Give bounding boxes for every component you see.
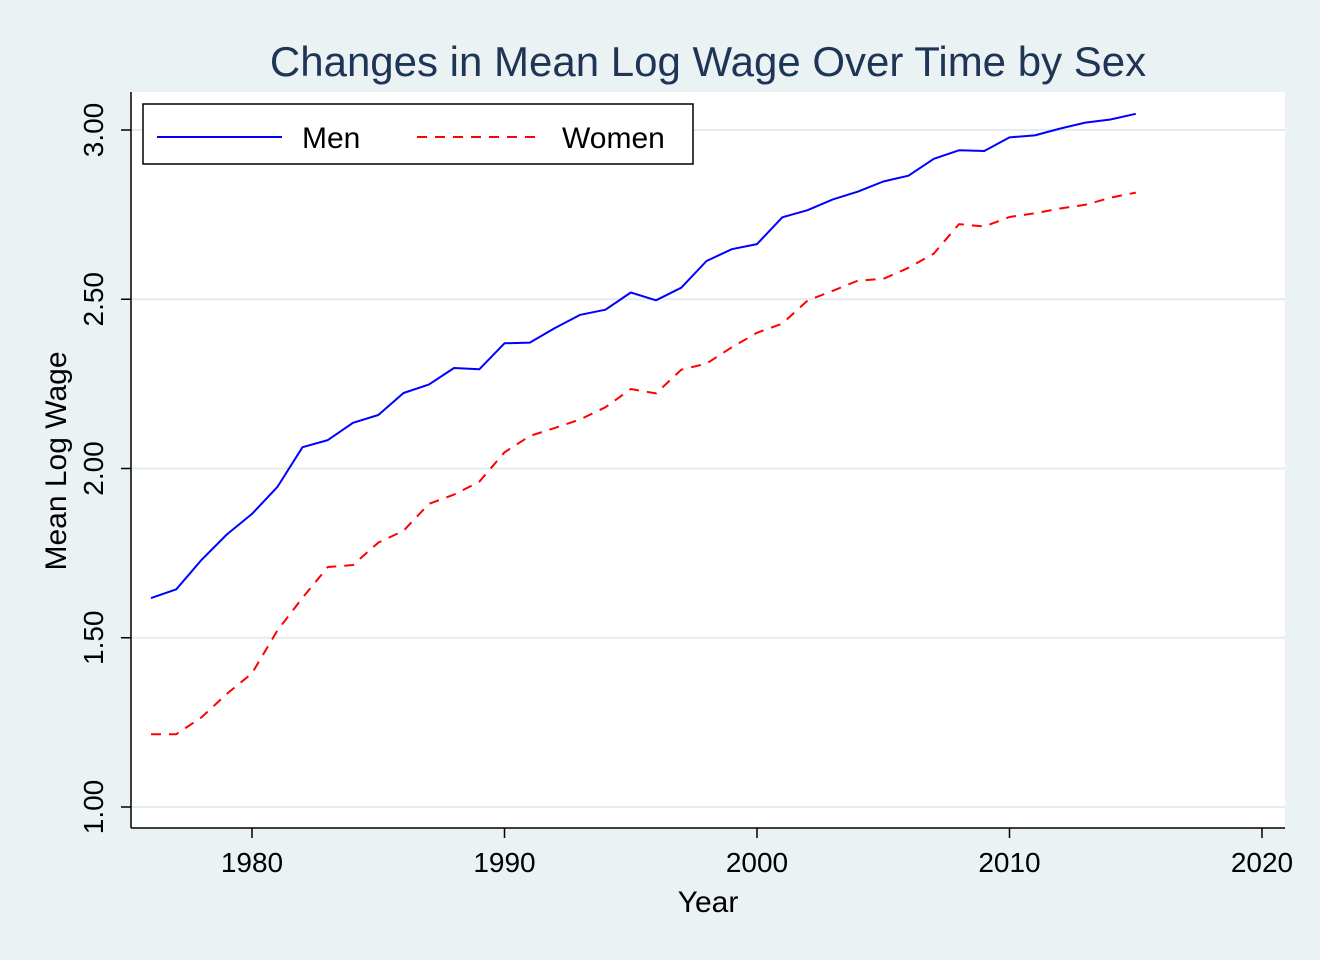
y-tick-label: 2.50 [78,272,109,327]
y-tick-label: 3.00 [78,103,109,158]
legend-label-women: Women [562,122,665,155]
plot-area [131,92,1285,828]
x-tick-label: 1980 [221,847,283,878]
x-tick-label: 2010 [978,847,1040,878]
x-axis-label: Year [678,886,739,919]
chart-title: Changes in Mean Log Wage Over Time by Se… [270,38,1146,85]
series-lines [150,112,1137,736]
y-tick-label: 1.00 [78,780,109,835]
y-tick-label: 2.00 [78,441,109,496]
x-tick-label: 2020 [1231,847,1293,878]
legend-label-men: Men [302,122,360,155]
x-tick-label: 2000 [726,847,788,878]
ticks: 1.00 1.50 2.00 2.50 3.00 1980 1990 2000 2010 2020 [78,103,1293,878]
series-line-men [150,112,1137,600]
legend-box [142,103,694,165]
y-axis-label: Mean Log Wage [40,351,73,570]
y-tick-label: 1.50 [78,611,109,666]
axes [130,92,1285,829]
x-tick-label: 1990 [473,847,535,878]
legend: Men Women [142,103,694,165]
